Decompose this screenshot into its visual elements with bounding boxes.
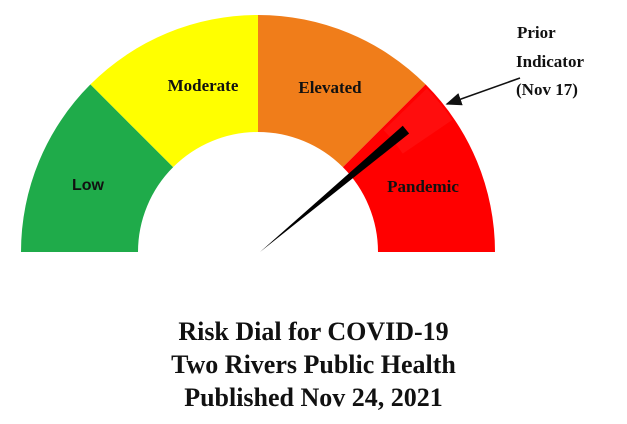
- dial-band-low: [21, 84, 174, 252]
- band-label-moderate: Moderate: [168, 76, 239, 95]
- dial-band-moderate: [90, 15, 258, 168]
- prior-indicator-line-3: (Nov 17): [516, 80, 578, 99]
- prior-indicator-arrow: [445, 77, 521, 106]
- current-needle: [260, 125, 410, 252]
- dial-band-elevated: [258, 15, 426, 168]
- caption-organization: Two Rivers Public Health: [171, 350, 456, 379]
- caption-title: Risk Dial for COVID-19: [178, 317, 449, 346]
- prior-indicator-line-1: Prior: [517, 23, 556, 42]
- prior-indicator-line-2: Indicator: [516, 52, 584, 71]
- caption: Risk Dial for COVID-19 Two Rivers Public…: [0, 315, 627, 414]
- band-label-low: Low: [72, 177, 105, 194]
- band-label-pandemic: Pandemic: [387, 177, 459, 196]
- caption-published-date: Published Nov 24, 2021: [184, 383, 443, 412]
- dial-band-pandemic: [342, 84, 495, 252]
- band-label-elevated: Elevated: [298, 78, 362, 97]
